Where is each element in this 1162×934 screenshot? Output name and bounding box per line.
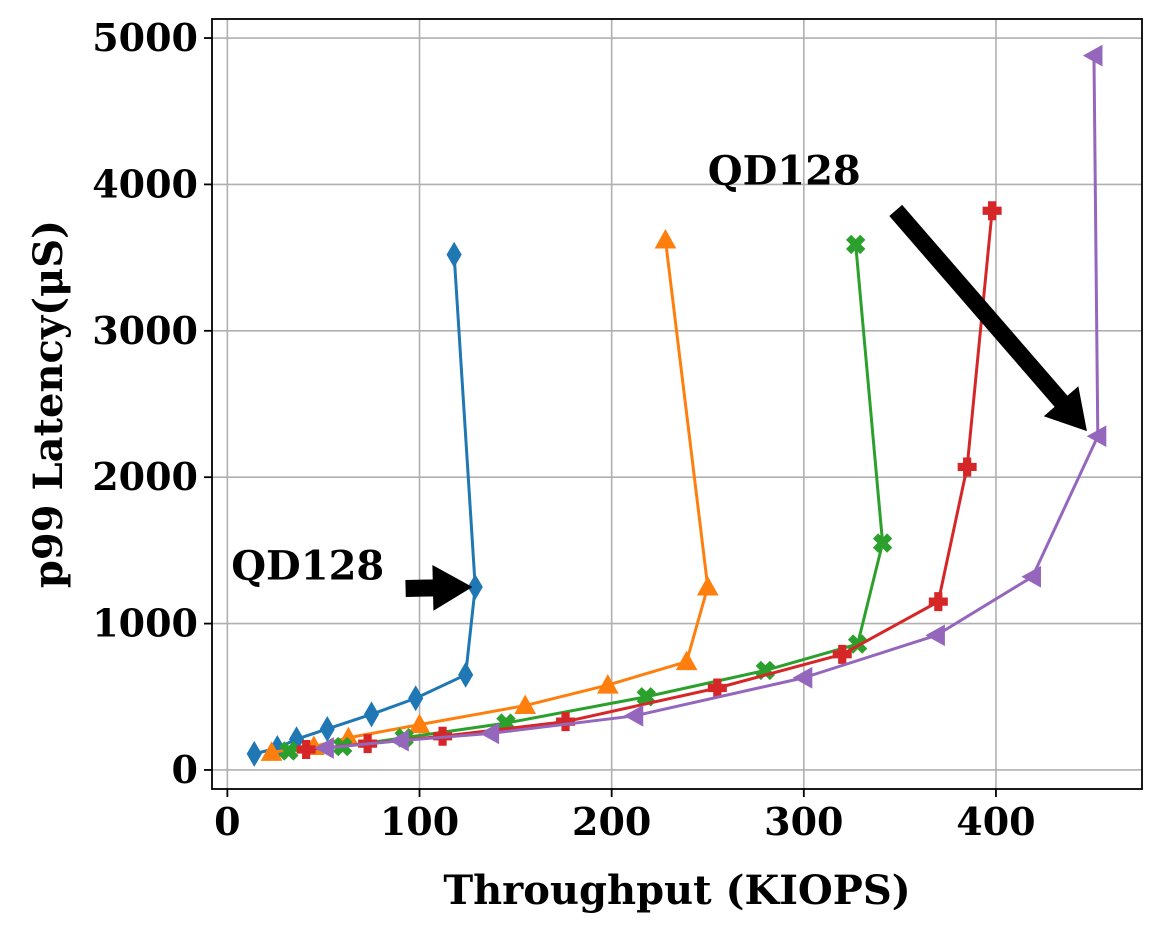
y-axis-title: p99 Latency(μS) <box>25 220 72 588</box>
data-point <box>260 741 283 761</box>
series-4 <box>314 44 1107 759</box>
annotations: QD128 QD128 <box>231 147 1087 611</box>
data-point <box>389 729 409 752</box>
y-tick-label: 3000 <box>92 308 198 353</box>
data-point <box>872 533 893 553</box>
y-tick-label: 5000 <box>92 15 198 60</box>
data-point <box>957 457 977 477</box>
data-point <box>296 739 316 759</box>
annotation-label: QD128 <box>708 147 861 194</box>
data-point <box>514 694 537 715</box>
data-point <box>654 229 677 249</box>
data-point <box>623 704 644 727</box>
series-line <box>288 244 885 753</box>
data-point <box>246 740 262 767</box>
annotation-label: QD128 <box>231 543 384 590</box>
series-line <box>253 254 477 756</box>
grid-lines <box>212 19 1142 789</box>
annotation-arrow <box>405 564 473 611</box>
data-point <box>479 722 500 745</box>
data-point <box>556 712 576 732</box>
annotation-arrow <box>889 204 1087 432</box>
data-point <box>925 624 945 647</box>
data-point <box>467 573 483 600</box>
data-point <box>845 234 866 255</box>
series-line <box>306 210 994 751</box>
data-point <box>982 201 1002 221</box>
series-3 <box>296 201 1002 759</box>
data-point <box>1021 565 1041 588</box>
data-point <box>279 741 299 761</box>
series-0 <box>246 241 483 767</box>
data-point <box>314 737 334 759</box>
data-point <box>446 241 462 268</box>
data-point <box>408 713 431 734</box>
x-tick-label: 300 <box>764 799 843 844</box>
y-tick-label: 2000 <box>92 454 198 499</box>
data-point <box>596 674 619 694</box>
data-point <box>675 650 698 671</box>
data-point <box>1082 44 1103 67</box>
y-tick-label: 0 <box>172 747 198 792</box>
x-tick-label: 100 <box>380 799 459 844</box>
y-tick-label: 4000 <box>92 161 198 206</box>
data-point <box>696 575 719 596</box>
data-point <box>408 685 424 712</box>
data-point <box>1086 425 1107 448</box>
x-axis-title: Throughput (KIOPS) <box>443 867 910 914</box>
x-tick-label: 400 <box>956 799 1035 844</box>
data-point <box>928 592 948 612</box>
data-point <box>458 661 474 688</box>
data-point <box>792 666 813 689</box>
x-tick-label: 200 <box>572 799 651 844</box>
data-point <box>319 715 335 742</box>
series-line <box>271 239 710 754</box>
y-tick-label: 1000 <box>92 601 198 646</box>
annotation: QD128 <box>708 147 1087 432</box>
data-point <box>363 701 380 728</box>
series-group <box>246 44 1107 767</box>
series-1 <box>260 229 719 761</box>
x-tick-label: 0 <box>214 799 240 844</box>
plot-frame <box>211 18 1143 790</box>
annotation: QD128 <box>231 543 473 611</box>
